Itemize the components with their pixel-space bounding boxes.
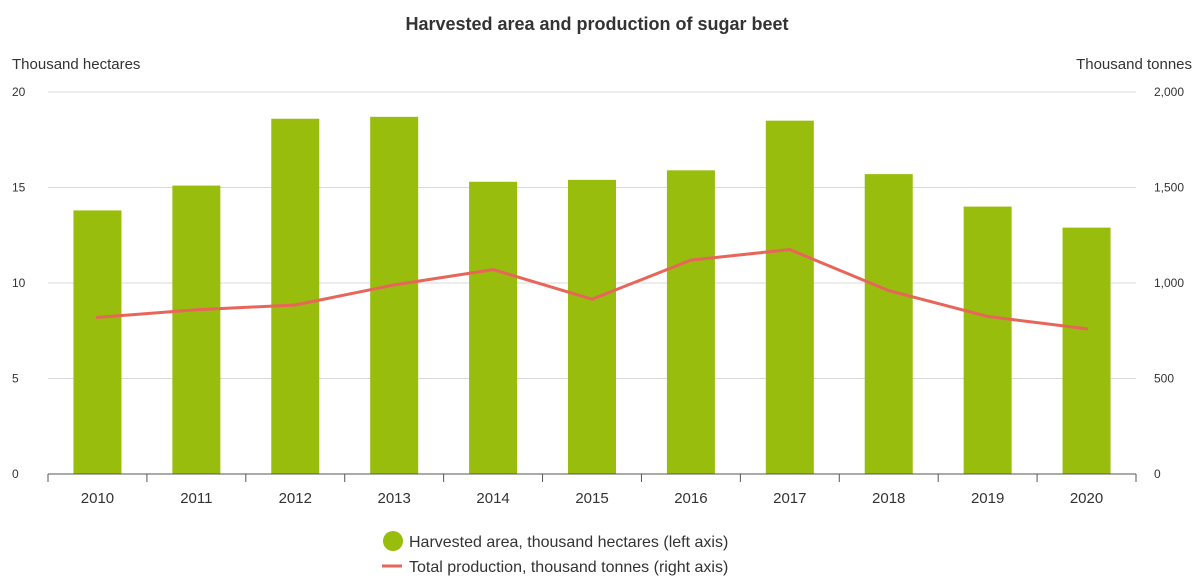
- y-tick-label-right: 0: [1154, 467, 1161, 481]
- bar: [568, 179, 616, 475]
- y-tick-label-left: 5: [12, 372, 19, 386]
- x-tick-label: 2020: [1070, 490, 1103, 507]
- y-axis-left-title: Thousand hectares: [12, 56, 140, 73]
- x-tick-label: 2012: [279, 490, 312, 507]
- y-tick-label-left: 15: [12, 181, 26, 195]
- line-point: [590, 297, 594, 301]
- bar: [666, 170, 715, 474]
- line-point: [392, 283, 396, 287]
- bar: [370, 116, 419, 474]
- x-tick-label: 2017: [773, 490, 806, 507]
- y-tick-label-left: 20: [12, 85, 26, 99]
- line-point: [293, 303, 297, 307]
- x-tick-label: 2019: [971, 490, 1004, 507]
- x-tick-label: 2014: [476, 490, 509, 507]
- x-tick-label: 2016: [674, 490, 707, 507]
- y-tick-label-right: 1,500: [1154, 181, 1184, 195]
- y-tick-label-right: 2,000: [1154, 85, 1184, 99]
- bar: [172, 185, 221, 474]
- line-point: [887, 289, 891, 293]
- x-tick-label: 2011: [180, 490, 212, 507]
- line-point: [986, 314, 990, 318]
- line-point: [788, 248, 792, 252]
- x-tick-label: 2018: [872, 490, 905, 507]
- y-tick-label-right: 1,000: [1154, 276, 1184, 290]
- line-point: [95, 315, 99, 319]
- y-axis-right-title: Thousand tonnes: [1076, 56, 1192, 73]
- line-point: [689, 258, 693, 262]
- bar-series: [73, 116, 1111, 475]
- bar: [963, 206, 1012, 474]
- legend-label-line: Total production, thousand tonnes (right…: [409, 559, 728, 576]
- bar: [1062, 227, 1111, 474]
- legend-label-bar: Harvested area, thousand hectares (left …: [409, 534, 728, 551]
- bar: [765, 120, 814, 475]
- y-tick-label-right: 500: [1154, 372, 1174, 386]
- chart-title: Harvested area and production of sugar b…: [405, 14, 788, 34]
- bar: [271, 118, 320, 475]
- bar: [864, 174, 913, 474]
- legend: Harvested area, thousand hectares (left …: [382, 531, 728, 576]
- y-tick-label-left: 10: [12, 276, 26, 290]
- line-series: [95, 248, 1089, 331]
- bar: [469, 181, 518, 474]
- x-tick-label: 2015: [575, 490, 608, 507]
- line-point: [194, 308, 198, 312]
- x-tick-label: 2013: [377, 490, 410, 507]
- x-tick-label: 2010: [81, 490, 114, 507]
- legend-marker-bar: [383, 531, 403, 551]
- y-tick-label-left: 0: [12, 467, 19, 481]
- bar: [73, 210, 122, 475]
- line-point: [1085, 327, 1089, 331]
- axes: 0 5 10 15 20 0 500 1,000 1,500 2,000 2010 2011 2012 2…: [12, 85, 1184, 507]
- line-point: [491, 268, 495, 272]
